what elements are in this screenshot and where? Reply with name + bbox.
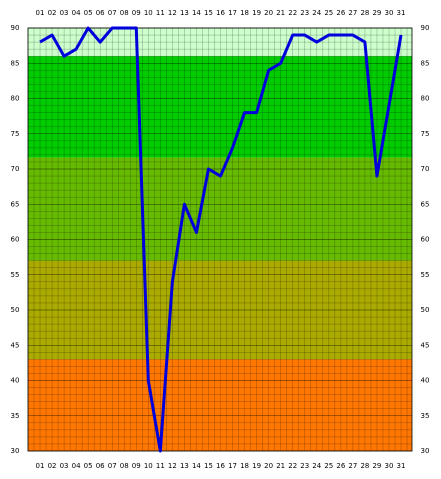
y-tick-label-right: 85: [421, 59, 430, 67]
x-tick-label: 27: [348, 462, 357, 470]
x-tick-label-top: 30: [385, 9, 394, 17]
x-tick-label-top: 27: [348, 9, 357, 17]
y-tick-label: 75: [11, 130, 20, 138]
x-tick-label-top: 26: [336, 9, 345, 17]
x-tick-label: 29: [372, 462, 381, 470]
x-tick-label: 25: [324, 462, 333, 470]
x-tick-label-top: 17: [228, 9, 237, 17]
x-tick-label-top: 11: [156, 9, 165, 17]
x-tick-label: 09: [132, 462, 141, 470]
x-tick-label-top: 15: [204, 9, 213, 17]
y-tick-label: 55: [11, 271, 20, 279]
x-tick-label: 17: [228, 462, 237, 470]
y-tick-label-right: 55: [421, 271, 430, 279]
x-tick-label-top: 02: [48, 9, 57, 17]
x-tick-label: 21: [276, 462, 285, 470]
x-tick-label: 23: [300, 462, 309, 470]
x-tick-label: 05: [84, 462, 93, 470]
x-tick-label-top: 13: [180, 9, 189, 17]
x-tick-label: 06: [96, 462, 105, 470]
x-tick-label: 24: [312, 462, 321, 470]
y-tick-label-right: 70: [421, 165, 430, 173]
y-tick-label-right: 45: [421, 341, 430, 349]
x-tick-label-top: 29: [372, 9, 381, 17]
band: [28, 157, 412, 261]
x-tick-label-top: 07: [108, 9, 117, 17]
x-tick-label-top: 18: [240, 9, 249, 17]
x-tick-label: 18: [240, 462, 249, 470]
y-tick-label-right: 65: [421, 200, 430, 208]
x-tick-label-top: 09: [132, 9, 141, 17]
x-tick-label: 30: [385, 462, 394, 470]
x-tick-label-top: 28: [360, 9, 369, 17]
x-tick-label: 22: [288, 462, 297, 470]
y-tick-label: 80: [11, 95, 20, 103]
y-tick-label-right: 90: [421, 24, 430, 32]
y-tick-label-right: 40: [421, 377, 430, 385]
x-tick-label-top: 20: [264, 9, 273, 17]
x-tick-label: 03: [60, 462, 69, 470]
plot-frame: [27, 27, 413, 452]
x-tick-label-top: 22: [288, 9, 297, 17]
band: [28, 359, 412, 451]
y-tick-label: 60: [11, 236, 20, 244]
x-tick-label: 07: [108, 462, 117, 470]
x-tick-label: 10: [144, 462, 153, 470]
x-tick-label: 31: [397, 462, 406, 470]
y-tick-label-right: 60: [421, 236, 430, 244]
x-tick-label-top: 12: [168, 9, 177, 17]
y-tick-label-right: 50: [421, 306, 430, 314]
x-tick-label-top: 03: [60, 9, 69, 17]
x-tick-label-top: 04: [72, 9, 81, 17]
line: [39, 26, 403, 453]
x-tick-label-top: 23: [300, 9, 309, 17]
x-tick-label-top: 06: [96, 9, 105, 17]
x-tick-label: 26: [336, 462, 345, 470]
x-tick-label-top: 16: [216, 9, 225, 17]
y-tick-label: 50: [11, 306, 20, 314]
x-tick-label: 08: [120, 462, 129, 470]
x-tick-label: 19: [252, 462, 261, 470]
x-tick-label: 28: [360, 462, 369, 470]
x-tick-label-top: 01: [36, 9, 45, 17]
y-tick-label: 90: [11, 24, 20, 32]
x-tick-label: 15: [204, 462, 213, 470]
x-tick-label: 04: [72, 462, 81, 470]
x-tick-label: 20: [264, 462, 273, 470]
x-tick-label-top: 14: [192, 9, 201, 17]
y-tick-label: 70: [11, 165, 20, 173]
y-tick-label: 40: [11, 377, 20, 385]
y-tick-label: 65: [11, 200, 20, 208]
x-tick-label-top: 21: [276, 9, 285, 17]
x-tick-label-top: 24: [312, 9, 321, 17]
x-tick-label-top: 19: [252, 9, 261, 17]
x-tick-label: 02: [48, 462, 57, 470]
x-tick-label: 14: [192, 462, 201, 470]
x-tick-label: 13: [180, 462, 189, 470]
y-tick-label-right: 30: [421, 447, 430, 455]
y-tick-label: 30: [11, 447, 20, 455]
x-tick-label-top: 05: [84, 9, 93, 17]
x-tick-label-top: 31: [397, 9, 406, 17]
x-tick-label: 11: [156, 462, 165, 470]
y-tick-label-right: 75: [421, 130, 430, 138]
x-tick-label-top: 25: [324, 9, 333, 17]
y-tick-label: 45: [11, 341, 20, 349]
x-tick-label: 12: [168, 462, 177, 470]
y-tick-label: 85: [11, 59, 20, 67]
x-tick-label: 16: [216, 462, 225, 470]
x-tick-label: 01: [36, 462, 45, 470]
y-tick-label-right: 35: [421, 412, 430, 420]
y-tick-label: 35: [11, 412, 20, 420]
x-tick-label-top: 08: [120, 9, 129, 17]
x-tick-label-top: 10: [144, 9, 153, 17]
band: [28, 56, 412, 158]
y-tick-label-right: 80: [421, 95, 430, 103]
